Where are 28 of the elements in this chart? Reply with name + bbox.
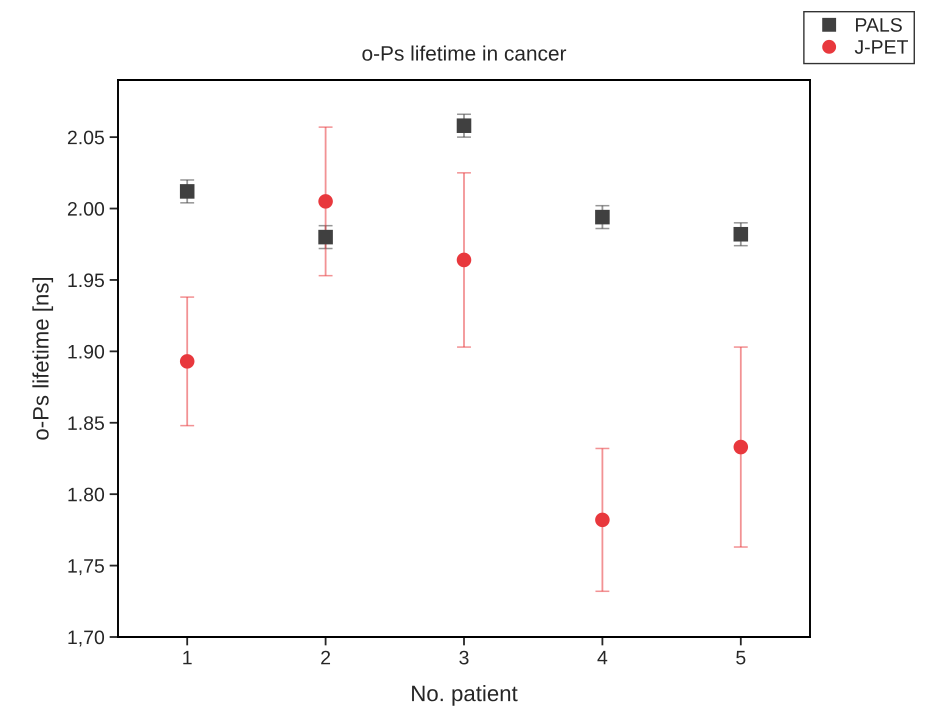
point xyxy=(318,194,333,209)
legend-label: PALS xyxy=(856,18,902,32)
y-axis-title: o-Ps lifetime [ns] xyxy=(32,278,54,440)
point xyxy=(734,440,748,454)
point xyxy=(456,252,472,268)
x-tick-label: 1 xyxy=(183,650,192,664)
x-tick-label: 2 xyxy=(321,650,330,664)
point xyxy=(734,226,748,242)
y-tick-label: 2.00 xyxy=(68,202,104,216)
y-tick-label: 1.95 xyxy=(68,273,104,288)
x-tick-label: 5 xyxy=(736,650,746,664)
point xyxy=(318,230,333,244)
point xyxy=(456,118,472,133)
y-tick-label: 1,70 xyxy=(68,630,104,647)
y-tick-label: 1.90 xyxy=(68,344,104,359)
y-tick-label: 1.85 xyxy=(68,416,104,430)
y-tick-label: 1.80 xyxy=(68,488,104,502)
point xyxy=(595,512,610,528)
x-axis-title: No. patient xyxy=(412,684,518,706)
legend-label: J-PET xyxy=(854,40,908,54)
x-tick-label: 3 xyxy=(459,650,469,664)
y-tick-label: 2.05 xyxy=(68,130,104,144)
y-tick-label: 1,75 xyxy=(68,559,104,576)
point xyxy=(180,184,194,199)
point xyxy=(595,210,610,224)
chart-title: o-Ps lifetime in cancer xyxy=(362,45,566,61)
x-tick-label: 4 xyxy=(597,650,608,664)
point xyxy=(180,354,194,369)
